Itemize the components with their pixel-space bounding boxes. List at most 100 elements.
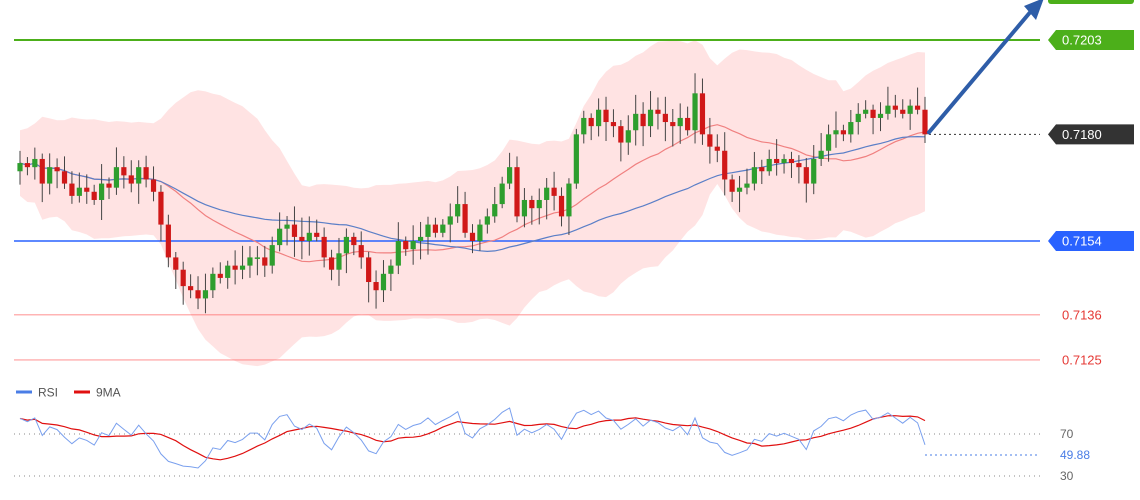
candle <box>759 159 765 185</box>
candle <box>106 177 112 200</box>
candle <box>343 228 349 274</box>
candle <box>514 156 520 223</box>
candle <box>128 160 134 193</box>
candle <box>811 145 817 195</box>
candle-body <box>544 187 550 200</box>
candle-body <box>699 93 706 135</box>
candle <box>403 236 409 256</box>
candle <box>640 102 646 147</box>
candle <box>150 166 157 202</box>
candle-body <box>751 167 757 184</box>
candle <box>165 214 171 268</box>
candle-body <box>284 224 290 229</box>
candle-body <box>655 109 661 114</box>
candle-body <box>150 179 157 192</box>
candle <box>32 147 38 180</box>
candle <box>121 156 127 189</box>
candle-body <box>403 241 409 250</box>
candle-body <box>551 187 557 196</box>
candle <box>358 231 364 269</box>
candle-body <box>180 269 186 287</box>
candle <box>98 164 105 220</box>
candle <box>618 120 624 162</box>
candle-body <box>766 158 772 172</box>
candle-body <box>306 232 312 241</box>
candle-body <box>158 191 164 225</box>
candle <box>751 151 757 191</box>
candle-body <box>136 167 142 184</box>
price-tag-bg <box>1048 30 1134 50</box>
candle <box>603 96 609 142</box>
candle <box>803 158 809 203</box>
candle <box>84 174 90 204</box>
candle-body <box>685 117 691 131</box>
bollinger-bands <box>20 40 925 367</box>
candle <box>232 250 238 285</box>
candle-body <box>269 245 275 266</box>
candle-body <box>262 257 268 266</box>
candle <box>633 94 639 146</box>
candle-body <box>217 273 223 278</box>
candle-body <box>484 216 490 225</box>
candle <box>625 115 631 155</box>
candle-body <box>521 199 528 217</box>
candle-body <box>825 134 832 151</box>
candle-body <box>84 187 90 192</box>
candle-body <box>47 167 53 184</box>
candle-body <box>469 232 476 241</box>
candle-body <box>24 163 31 168</box>
candle-body <box>165 224 171 258</box>
candle-body <box>833 130 839 135</box>
candle-body <box>98 183 105 200</box>
candle-body <box>492 204 498 217</box>
candle-body <box>477 224 483 241</box>
candle <box>432 217 439 238</box>
candle-body <box>781 158 787 164</box>
price-tag-bg <box>1048 124 1134 145</box>
candle-body <box>373 282 379 291</box>
candle-body <box>91 191 97 200</box>
candle-body <box>232 265 238 270</box>
offscreen-target-tag <box>1048 0 1134 4</box>
candle <box>61 156 68 189</box>
candle-body <box>328 257 335 270</box>
candle-body <box>202 290 209 299</box>
candle-body <box>432 224 439 233</box>
candle <box>818 133 824 166</box>
candle-body <box>380 273 387 291</box>
candle <box>529 195 535 225</box>
candle-body <box>76 187 82 196</box>
candle <box>39 153 45 203</box>
candle-body <box>774 158 780 164</box>
price-labels: 0.7203 0.7180 0.7154 0.7136 0.7125 <box>1048 0 1134 367</box>
rsi-level-label: 70 <box>1060 427 1074 441</box>
candle-body <box>32 158 38 168</box>
candle <box>922 96 928 144</box>
candle <box>722 132 728 196</box>
price-tag-text: 0.7203 <box>1062 33 1102 48</box>
candle-body <box>759 167 765 172</box>
candle-body <box>536 199 542 209</box>
candle <box>692 73 698 144</box>
candle-body <box>870 109 876 118</box>
candle-body <box>818 150 824 159</box>
candle <box>262 245 268 277</box>
candle-body <box>788 158 795 164</box>
candle <box>685 106 691 136</box>
candle-body <box>625 130 631 143</box>
candle-body <box>225 265 231 278</box>
candle-body <box>440 224 446 233</box>
candle <box>855 103 861 135</box>
candle-body <box>277 228 283 246</box>
candle-body <box>914 105 921 110</box>
rsi-9ma-line <box>19 415 926 461</box>
candle <box>677 103 683 144</box>
candle <box>380 260 387 303</box>
candle-body <box>796 163 802 168</box>
price-tag-text: 0.7136 <box>1062 307 1102 322</box>
candle <box>848 109 854 143</box>
candle <box>202 273 209 314</box>
candle <box>885 86 891 120</box>
candle <box>417 221 424 260</box>
